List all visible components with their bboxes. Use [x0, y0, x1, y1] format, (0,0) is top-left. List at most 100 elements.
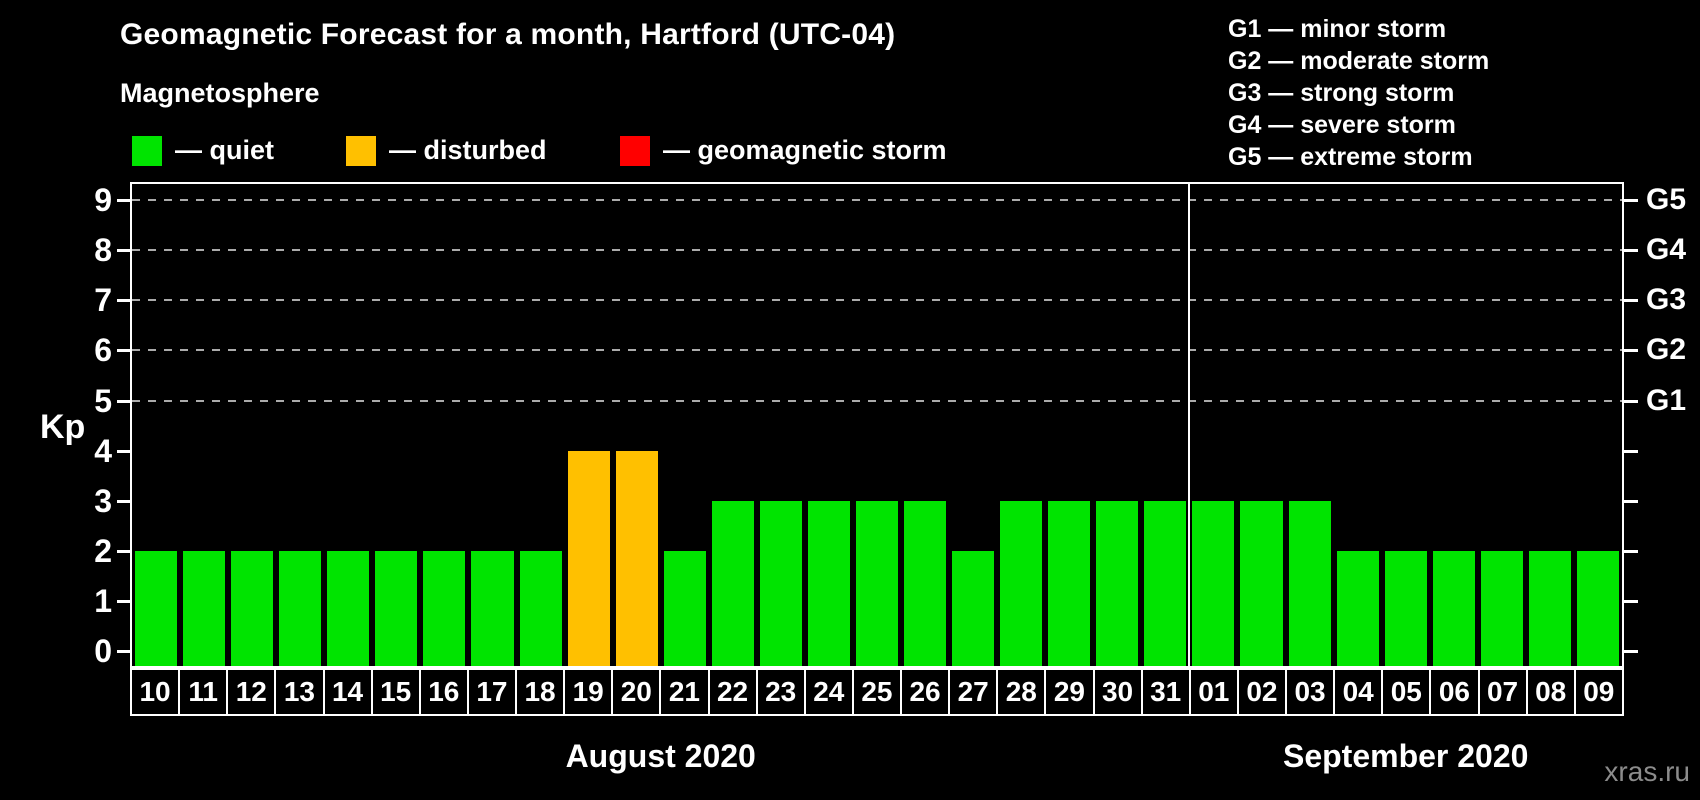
g-legend-line-2: G2 — moderate storm [1228, 47, 1490, 75]
legend-item-quiet: — quiet [132, 135, 274, 166]
kp-bar-15 [375, 550, 418, 666]
date-cell-17: 17 [466, 670, 515, 714]
y-axis-title: Kp [40, 408, 86, 446]
kp-bar-06 [1432, 550, 1475, 666]
date-cell-13: 13 [274, 670, 322, 714]
date-cell-25: 25 [851, 670, 900, 714]
date-cell-09: 09 [1573, 670, 1622, 714]
kp-bar-21 [663, 550, 706, 666]
legend-item-storm: — geomagnetic storm [620, 135, 947, 166]
quiet-color-swatch [132, 135, 162, 166]
date-cell-02: 02 [1236, 670, 1285, 714]
date-cell-01: 01 [1188, 670, 1237, 714]
kp-bar-10 [135, 550, 178, 666]
kp-bar-30 [1096, 500, 1139, 666]
date-cell-26: 26 [900, 670, 948, 714]
y-tick-label-1: 1 [94, 582, 112, 619]
y-tick-label-0: 0 [94, 633, 112, 669]
date-cell-30: 30 [1092, 670, 1141, 714]
kp-bar-25 [855, 500, 899, 666]
kp-bar-22 [711, 500, 754, 666]
y-tick-label-9: 9 [94, 182, 112, 219]
date-cell-16: 16 [418, 670, 467, 714]
date-cell-18: 18 [515, 670, 563, 714]
left-tick-kp0 [117, 650, 130, 653]
gridline-kp7 [132, 299, 1622, 302]
kp-bar-01 [1192, 500, 1235, 666]
g-legend-line-4: G4 — severe storm [1228, 111, 1456, 139]
date-cell-15: 15 [370, 670, 419, 714]
date-cell-28: 28 [996, 670, 1044, 714]
gridline-kp5 [132, 399, 1622, 402]
disturbed-color-swatch [346, 135, 376, 166]
left-tick-kp6 [117, 349, 130, 353]
kp-bar-17 [471, 550, 514, 666]
kp-bar-29 [1048, 500, 1091, 666]
right-axis-label-g1: G1 [1646, 383, 1687, 417]
date-cell-21: 21 [659, 670, 707, 714]
kp-bar-09 [1576, 550, 1619, 666]
y-tick-label-8: 8 [94, 232, 112, 269]
kp-bar-23 [759, 500, 802, 666]
right-tick-kp5 [1624, 399, 1638, 403]
chart-subtitle: Magnetosphere [120, 78, 320, 108]
y-tick-label-6: 6 [94, 332, 112, 369]
kp-bar-31 [1144, 500, 1187, 666]
kp-bar-13 [279, 550, 322, 666]
date-cell-07: 07 [1477, 670, 1526, 714]
kp-bar-03 [1288, 500, 1331, 666]
date-cell-24: 24 [803, 670, 852, 714]
date-cell-11: 11 [178, 670, 226, 714]
kp-bar-28 [1000, 500, 1043, 666]
kp-bar-12 [231, 550, 274, 666]
kp-bar-19 [567, 450, 610, 666]
y-tick-label-2: 2 [94, 532, 112, 569]
right-axis-label-g3: G3 [1646, 283, 1687, 317]
legend-item-disturbed: — disturbed [346, 135, 547, 166]
chart-title: Geomagnetic Forecast for a month, Hartfo… [120, 18, 896, 51]
kp-bar-24 [807, 500, 850, 666]
right-tick-kp2 [1624, 549, 1638, 553]
left-tick-kp9 [117, 199, 130, 203]
month-label-september: September 2020 [1282, 738, 1529, 774]
gridline-kp9 [132, 199, 1622, 202]
date-cell-23: 23 [755, 670, 804, 714]
right-tick-kp1 [1624, 599, 1638, 603]
date-cell-20: 20 [611, 670, 659, 714]
kp-bar-20 [615, 450, 658, 666]
kp-bar-07 [1480, 550, 1523, 666]
date-cell-27: 27 [948, 670, 996, 714]
right-tick-kp6 [1624, 349, 1638, 353]
date-cell-14: 14 [322, 670, 371, 714]
kp-bar-08 [1528, 550, 1571, 666]
month-label-august: August 2020 [565, 738, 756, 774]
g-scale-legend: G1 — minor storm G2 — moderate storm G3 — … [1228, 13, 1489, 173]
right-tick-kp4 [1624, 449, 1638, 453]
date-axis: 10 11 12 13 14 15 16 17 18 19 20 21 22 23 24 25 26 27 28 29… [130, 668, 1624, 716]
left-tick-kp8 [117, 249, 130, 253]
right-axis-label-g2: G2 [1646, 333, 1687, 367]
date-cell-12: 12 [226, 670, 274, 714]
plot-area [130, 182, 1624, 668]
date-cell-05: 05 [1381, 670, 1429, 714]
date-cell-03: 03 [1285, 670, 1333, 714]
left-tick-kp7 [117, 299, 130, 303]
kp-bar-16 [423, 550, 466, 666]
kp-bar-11 [183, 550, 226, 666]
g-legend-line-3: G3 — strong storm [1228, 79, 1455, 107]
right-tick-kp9 [1624, 199, 1638, 203]
right-axis-label-g5: G5 [1646, 183, 1687, 217]
left-tick-kp4 [117, 449, 130, 453]
kp-bar-18 [519, 550, 562, 666]
left-tick-kp3 [117, 499, 130, 503]
left-tick-kp2 [117, 549, 130, 553]
date-cell-04: 04 [1333, 670, 1381, 714]
gridline-kp6 [132, 349, 1622, 352]
right-tick-kp7 [1624, 299, 1638, 303]
right-tick-kp3 [1624, 499, 1638, 503]
kp-bar-14 [327, 550, 370, 666]
kp-bar-02 [1240, 500, 1283, 666]
legend-label-storm: — geomagnetic storm [663, 135, 947, 165]
kp-bar-04 [1336, 550, 1379, 666]
